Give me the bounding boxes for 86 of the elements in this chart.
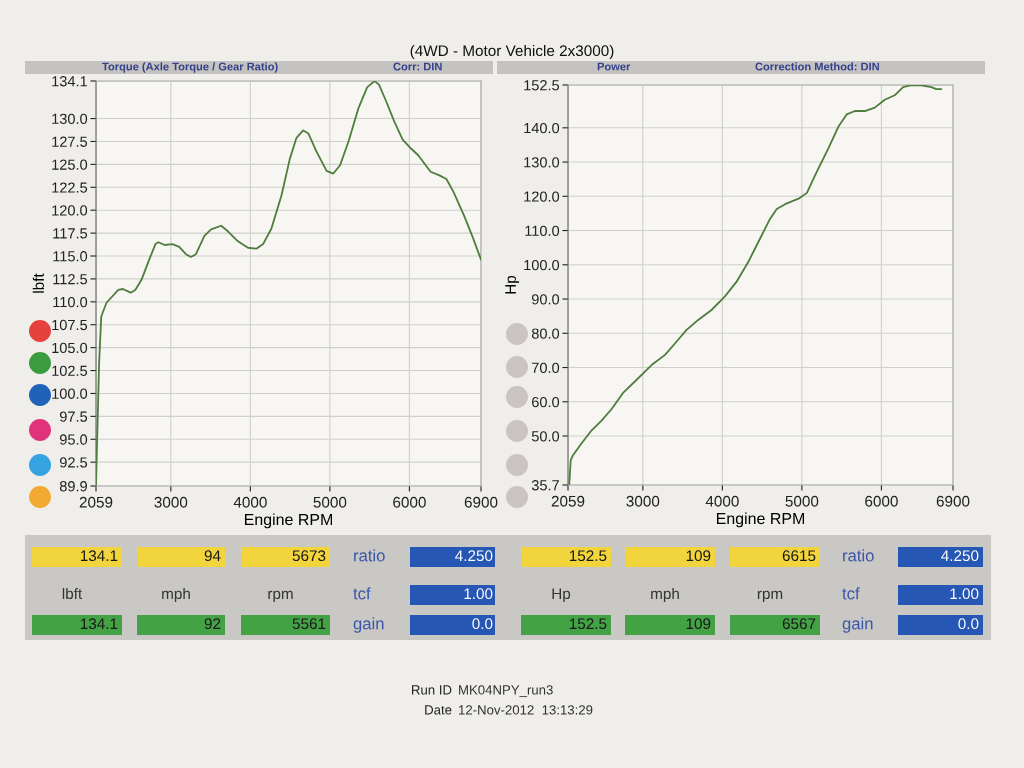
y-axis-title: Hp — [505, 275, 520, 294]
text: 5673 — [292, 550, 326, 562]
text: lbft — [62, 587, 83, 600]
y-tick-label: 70.0 — [532, 362, 560, 373]
y-tick-label: 130.0 — [52, 113, 88, 124]
y-tick-label: 92.5 — [59, 457, 88, 468]
y-tick-label: 140.0 — [524, 122, 560, 134]
text: 12-Nov-2012 13:13:29 — [459, 705, 593, 715]
text: tcf — [353, 587, 371, 600]
text: 109 — [686, 618, 711, 630]
text: Corr: DIN — [393, 62, 442, 71]
x-tick-label: 4000 — [705, 495, 739, 507]
y-tick-label: 60.0 — [532, 396, 560, 408]
y-tick-label: 97.5 — [59, 411, 88, 422]
x-tick-label: 4000 — [233, 496, 267, 508]
y-tick-label: 130.0 — [524, 157, 560, 168]
text: Correction Method: DIN — [755, 62, 879, 71]
x-tick-label: 6900 — [936, 495, 970, 507]
text: 4.250 — [455, 550, 493, 562]
y-tick-label: 90.0 — [531, 294, 560, 305]
text: MK04NPY_run3 — [459, 685, 553, 698]
y-tick-label: 89.9 — [59, 481, 87, 492]
text: 6615 — [782, 550, 816, 562]
y-tick-label: 120.0 — [524, 191, 560, 202]
x-axis-title: Engine RPM — [244, 513, 333, 529]
x-tick-label: 2059 — [79, 496, 113, 508]
text: ratio — [843, 549, 874, 562]
y-tick-label: 35.7 — [531, 480, 559, 491]
y-tick-label: 50.0 — [531, 431, 560, 442]
y-tick-label: 115.0 — [53, 251, 88, 262]
text: 0.0 — [472, 618, 493, 630]
x-tick-label: 2059 — [551, 495, 585, 507]
y-tick-label: 105.0 — [52, 342, 88, 354]
text: 152.5 — [569, 618, 607, 630]
text: gain — [353, 617, 384, 633]
text: Date — [425, 705, 452, 715]
x-tick-label: 6000 — [865, 495, 898, 507]
y-tick-label: 100.0 — [524, 259, 560, 271]
text: gain — [842, 617, 873, 633]
chart-subtitle: Torque (Axle Torque / Gear Ratio) — [102, 62, 278, 73]
text: Run ID — [412, 685, 452, 695]
y-tick-label: 134.1 — [52, 76, 87, 87]
text: 4.250 — [941, 550, 979, 562]
y-tick-label: 100.0 — [52, 388, 88, 399]
x-tick-label: 3000 — [154, 496, 188, 508]
text: tcf — [842, 587, 860, 600]
text: (4WD - Motor Vehicle 2x3000) — [410, 44, 614, 60]
text: ratio — [354, 549, 385, 562]
y-tick-label: 112.5 — [53, 274, 88, 285]
y-tick-label: 107.5 — [52, 319, 88, 331]
text: 92 — [204, 618, 221, 630]
x-tick-label: 6900 — [464, 496, 498, 508]
text: rpm — [268, 590, 293, 603]
text: 5561 — [292, 618, 326, 630]
y-tick-label: 117.5 — [53, 228, 88, 239]
y-axis-title: lbft — [32, 273, 44, 293]
text: 94 — [204, 550, 221, 562]
chart-subtitle: Power — [597, 62, 631, 71]
y-tick-label: 102.5 — [52, 365, 88, 376]
text: 109 — [686, 550, 711, 562]
y-tick-label: 95.0 — [59, 434, 88, 445]
x-tick-label: 5000 — [785, 495, 819, 507]
line-series — [96, 81, 481, 486]
y-tick-label: 152.5 — [524, 80, 560, 91]
text: 1.00 — [950, 588, 979, 600]
y-tick-label: 110.0 — [525, 225, 560, 236]
y-tick-label: 110.0 — [53, 296, 88, 308]
x-axis-title: Engine RPM — [716, 512, 805, 528]
text: mph — [651, 587, 679, 603]
y-tick-label: 80.0 — [531, 328, 560, 339]
text: 152.5 — [569, 550, 607, 562]
y-tick-label: 125.0 — [52, 159, 88, 170]
x-tick-label: 5000 — [313, 496, 347, 508]
y-tick-label: 120.0 — [52, 205, 88, 216]
text: 0.0 — [958, 618, 979, 630]
y-tick-label: 122.5 — [52, 182, 88, 193]
x-tick-label: 6000 — [393, 496, 426, 508]
y-tick-label: 127.5 — [52, 136, 88, 147]
text: Hp — [552, 588, 571, 603]
text: 134.1 — [80, 618, 118, 630]
x-tick-label: 3000 — [626, 495, 660, 507]
text: mph — [162, 587, 190, 603]
text: 134.1 — [80, 550, 118, 562]
text: 1.00 — [464, 588, 493, 600]
text: rpm — [757, 590, 783, 603]
text: 6567 — [782, 618, 816, 630]
